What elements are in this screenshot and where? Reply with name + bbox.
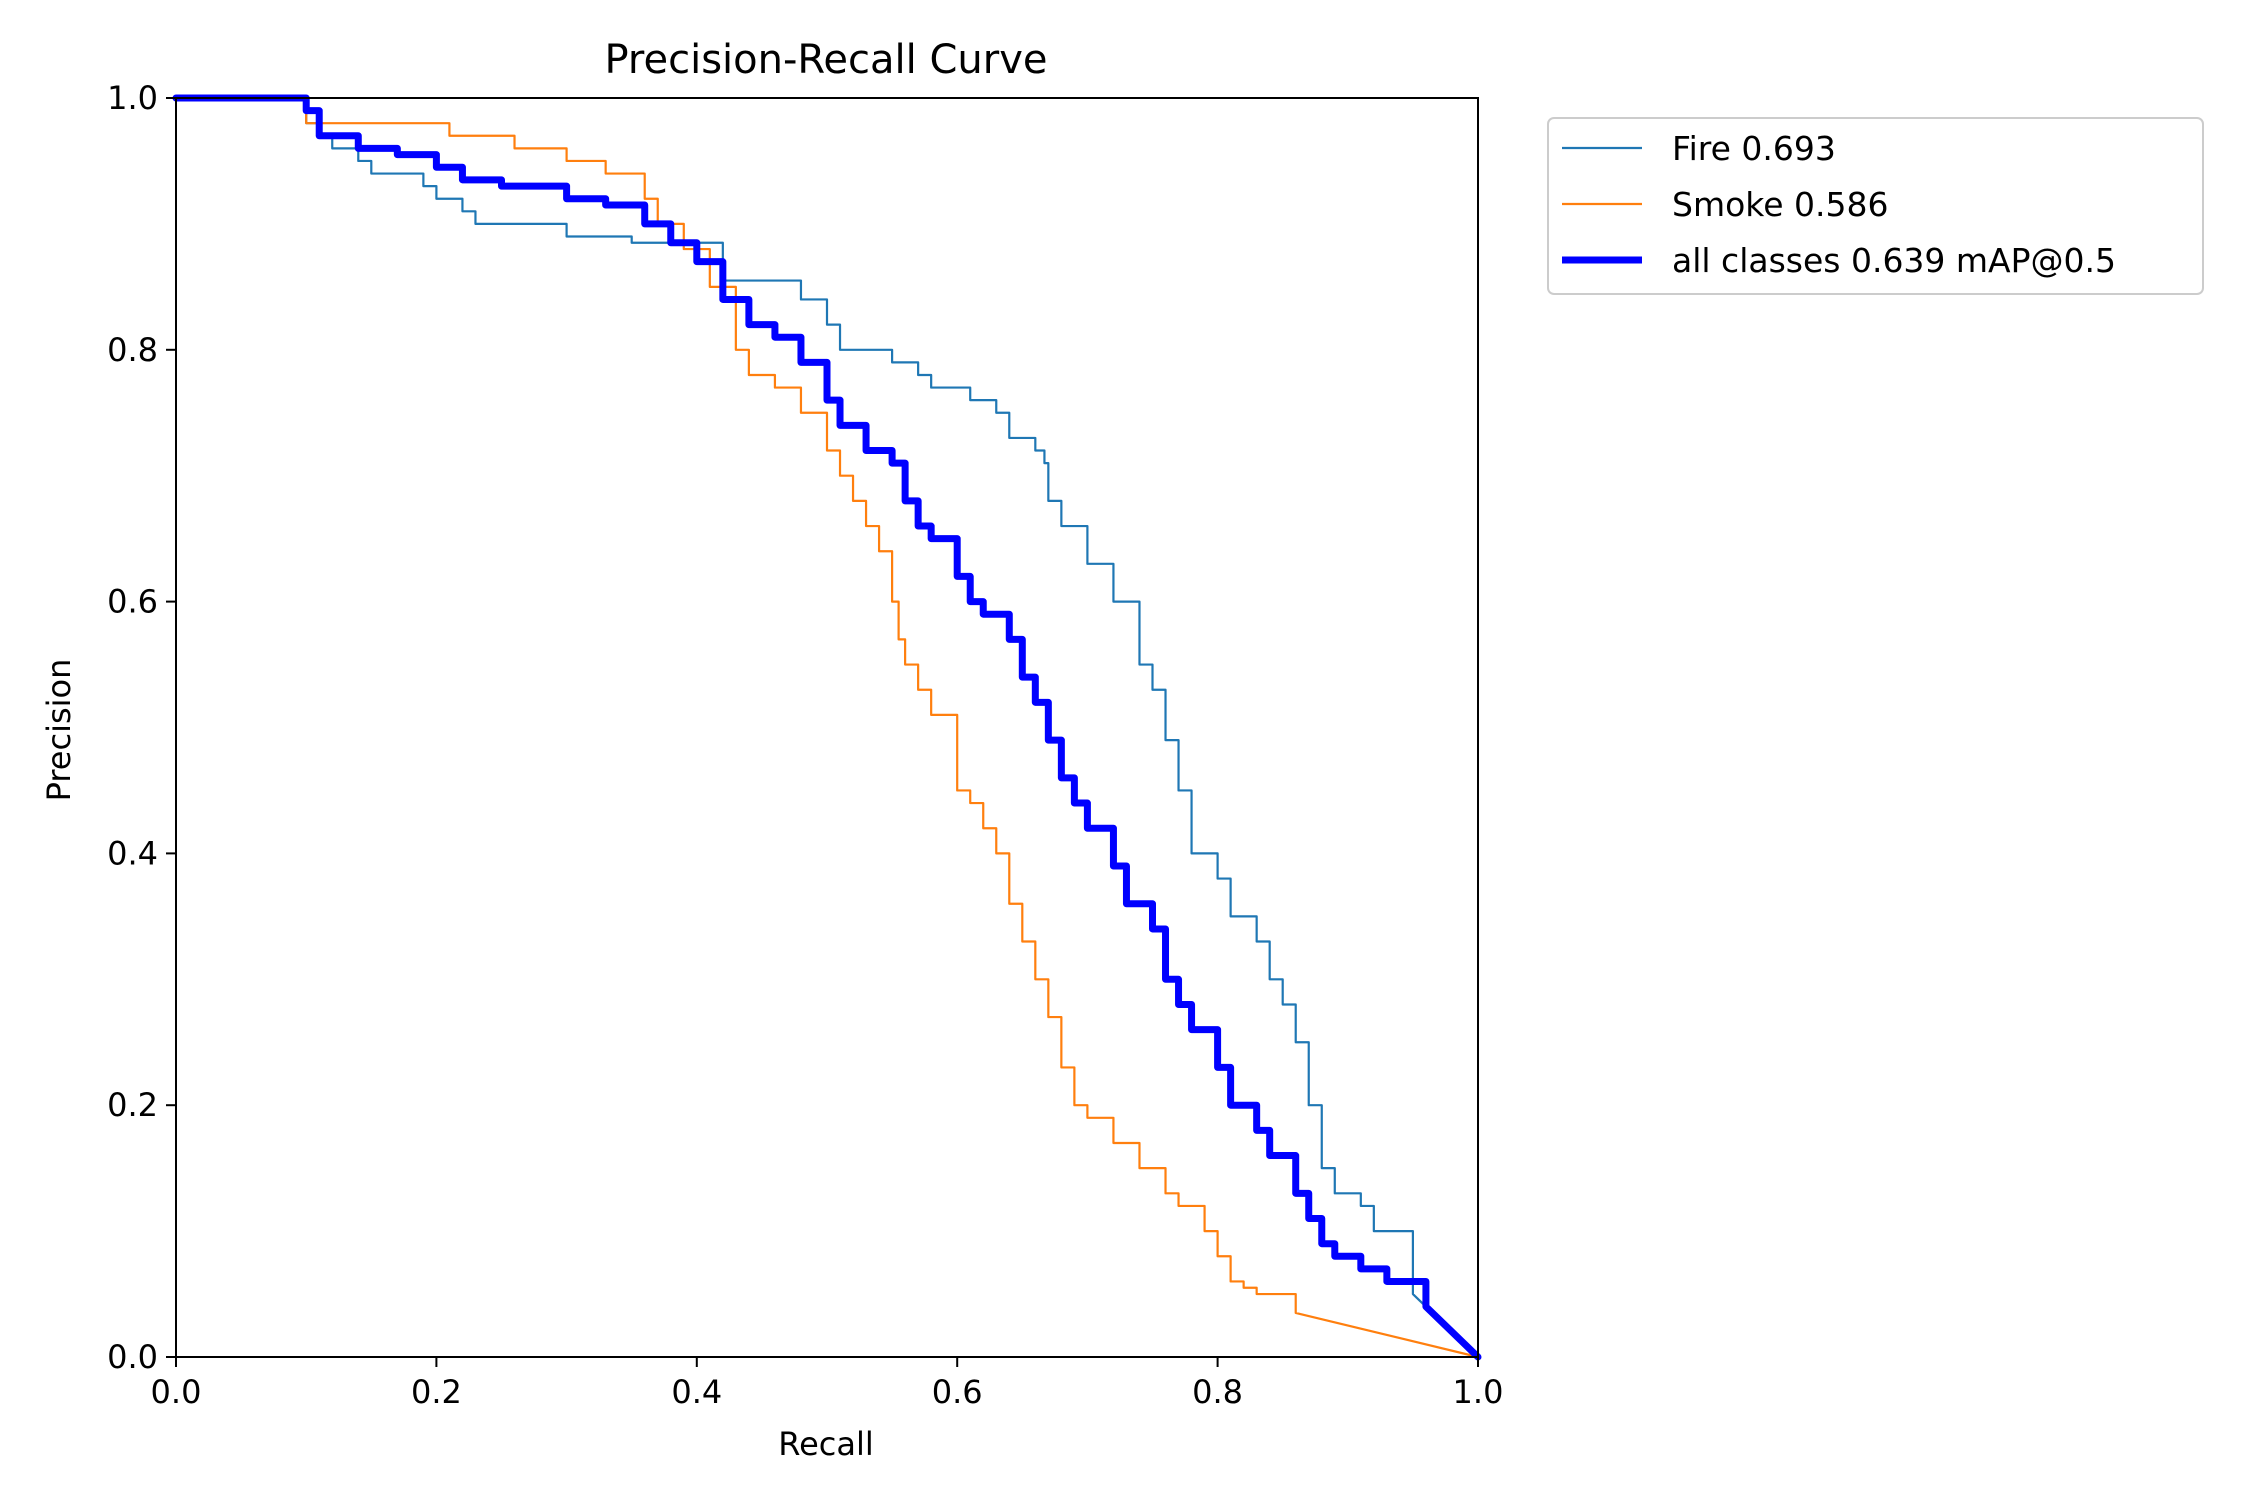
x-tick-label: 0.0 bbox=[151, 1373, 202, 1411]
legend: Fire 0.693 Smoke 0.586 all classes 0.639 m… bbox=[1547, 117, 2204, 295]
y-tick-label: 0.8 bbox=[107, 331, 158, 369]
x-tick-label: 1.0 bbox=[1453, 1373, 1504, 1411]
x-tick-label: 0.6 bbox=[932, 1373, 983, 1411]
series-line-1 bbox=[174, 96, 1480, 1359]
x-tick-label: 0.2 bbox=[411, 1373, 462, 1411]
x-axis: 0.0 0.2 0.4 0.6 0.8 1.0 bbox=[151, 1357, 1504, 1411]
x-tick-label: 0.4 bbox=[671, 1373, 722, 1411]
y-axis: 0.0 0.2 0.4 0.6 0.8 1.0 bbox=[107, 79, 176, 1376]
legend-label: all classes 0.639 mAP@0.5 bbox=[1672, 241, 2116, 280]
x-axis-label: Recall bbox=[778, 1425, 873, 1463]
legend-box bbox=[1547, 117, 2204, 295]
plot-frame bbox=[175, 97, 1479, 1358]
x-tick-label: 0.8 bbox=[1192, 1373, 1243, 1411]
series-line-3 bbox=[172, 94, 1482, 1361]
series-group bbox=[172, 94, 1482, 1361]
y-tick-label: 0.2 bbox=[107, 1086, 158, 1124]
y-tick-label: 1.0 bbox=[107, 79, 158, 117]
legend-label: Smoke 0.586 bbox=[1672, 185, 1888, 224]
y-tick-label: 0.4 bbox=[107, 834, 158, 872]
y-tick-label: 0.6 bbox=[107, 583, 158, 621]
legend-label: Fire 0.693 bbox=[1672, 129, 1836, 168]
series-line-2 bbox=[174, 96, 1480, 1359]
y-tick-label: 0.0 bbox=[107, 1338, 158, 1376]
chart-title: Precision-Recall Curve bbox=[605, 37, 1048, 83]
y-axis-label: Precision bbox=[40, 659, 78, 802]
